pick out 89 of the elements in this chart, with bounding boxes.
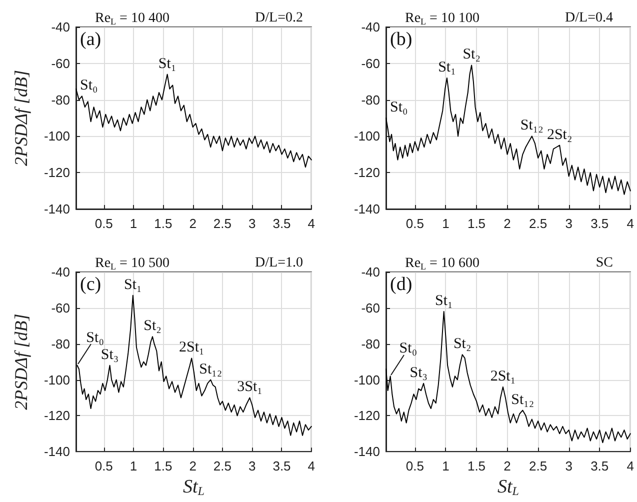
y-tick-label: -120 xyxy=(44,165,70,180)
y-tick-label: -80 xyxy=(51,92,70,108)
annotation: St₀ xyxy=(86,330,104,346)
annotation: St₁ xyxy=(434,293,453,310)
x-tick-label: 1.5 xyxy=(467,216,486,231)
x-tick-label: 4 xyxy=(626,458,634,474)
y-tick-label: -60 xyxy=(51,56,70,71)
x-tick-label: 1 xyxy=(442,458,450,474)
y-tick-label: -40 xyxy=(361,264,380,280)
line-series xyxy=(76,74,312,168)
y-tick-label: -100 xyxy=(354,372,380,388)
x-tick-label: 2.5 xyxy=(213,216,232,231)
x-tick-label: 0.5 xyxy=(406,216,424,231)
y-tick-label: -60 xyxy=(51,300,70,316)
x-tick-label: 2.5 xyxy=(529,216,548,231)
y-tick-label: -40 xyxy=(361,20,380,34)
annotation: 2St₂ xyxy=(546,126,572,143)
annotation: St₁ xyxy=(124,276,142,293)
y-tick-label: -80 xyxy=(361,92,380,108)
annotation: St₀ xyxy=(399,340,418,357)
y-axis-title: 2PSDΔf [dB] xyxy=(11,70,31,166)
x-tick-label: 3.5 xyxy=(590,216,609,231)
x-tick-label: 3 xyxy=(248,458,256,474)
x-tick-label: 0.5 xyxy=(406,458,424,474)
x-tick-label: 3 xyxy=(248,216,256,231)
x-tick-label: 0.5 xyxy=(94,216,113,231)
annotation: St₂ xyxy=(453,336,472,352)
y-tick-label: -100 xyxy=(354,128,380,144)
annotation: (a) xyxy=(80,29,102,50)
annotation: 3St₁ xyxy=(237,379,262,396)
chart-subtitle: SC xyxy=(596,256,613,270)
x-tick-label: 3.5 xyxy=(590,458,609,474)
x-tick-label: 3 xyxy=(565,216,572,231)
x-tick-label: 3.5 xyxy=(272,458,291,474)
line-series xyxy=(76,294,312,436)
annotation: St₁₂ xyxy=(199,361,222,378)
y-tick-label: -120 xyxy=(354,165,380,180)
x-tick-label: 1.5 xyxy=(154,216,172,231)
annotation: St₁ xyxy=(438,59,456,76)
annotation: St₂ xyxy=(462,46,480,63)
x-tick-label: 4 xyxy=(308,216,315,231)
chart-subtitle: D/L=1.0 xyxy=(255,256,304,270)
annotation: 2St₁ xyxy=(490,368,516,384)
y-tick-label: -140 xyxy=(354,202,380,216)
x-tick-label: 3.5 xyxy=(272,216,291,231)
annotation: St₃ xyxy=(410,364,428,381)
y-tick-label: -80 xyxy=(51,336,70,352)
x-tick-label: 1 xyxy=(442,216,450,231)
x-tick-label: 4 xyxy=(626,216,634,231)
y-axis-title: 2PSDΔf [dB] xyxy=(11,314,31,410)
x-tick-label: 2 xyxy=(189,216,196,231)
annotation: St₂ xyxy=(144,318,162,334)
chart-subtitle: D/L=0.2 xyxy=(255,10,304,26)
y-tick-label: -120 xyxy=(44,408,70,424)
x-tick-label: 0.5 xyxy=(94,458,113,474)
x-tick-label: 2.5 xyxy=(213,458,232,474)
annotation: St₁ xyxy=(158,56,176,72)
y-tick-label: -140 xyxy=(44,202,70,216)
x-tick-label: 1.5 xyxy=(154,458,172,474)
annotation: St₃ xyxy=(100,346,119,363)
x-tick-label: 4 xyxy=(308,458,315,474)
y-tick-label: -40 xyxy=(51,20,70,34)
x-tick-label: 1 xyxy=(130,216,138,231)
annotation: (b) xyxy=(390,29,412,50)
x-tick-label: 2 xyxy=(504,216,511,231)
y-tick-label: -60 xyxy=(361,300,380,316)
annotation: (c) xyxy=(80,274,102,295)
y-tick-label: -80 xyxy=(361,336,380,352)
y-tick-label: -140 xyxy=(354,444,380,460)
annotation: St₁₂ xyxy=(511,392,534,408)
x-tick-label: 1.5 xyxy=(467,458,486,474)
x-tick-label: 2 xyxy=(189,458,196,474)
y-tick-label: -100 xyxy=(44,128,70,144)
y-tick-label: -60 xyxy=(361,56,380,71)
x-tick-label: 2 xyxy=(504,458,511,474)
annotation: St₀ xyxy=(80,78,98,94)
annotation: St₀ xyxy=(390,100,408,116)
annotation: (d) xyxy=(390,274,412,295)
chart-subtitle: D/L=0.4 xyxy=(565,10,614,26)
x-tick-label: 2.5 xyxy=(529,458,548,474)
y-tick-label: -140 xyxy=(44,444,70,460)
y-tick-label: -120 xyxy=(354,408,380,424)
annotation: 2St₁ xyxy=(178,340,204,356)
x-tick-label: 3 xyxy=(565,458,572,474)
x-tick-label: 1 xyxy=(130,458,138,474)
y-tick-label: -40 xyxy=(51,264,70,280)
y-tick-label: -100 xyxy=(44,372,70,388)
annotation: St₁₂ xyxy=(520,118,544,134)
line-series xyxy=(386,311,631,444)
